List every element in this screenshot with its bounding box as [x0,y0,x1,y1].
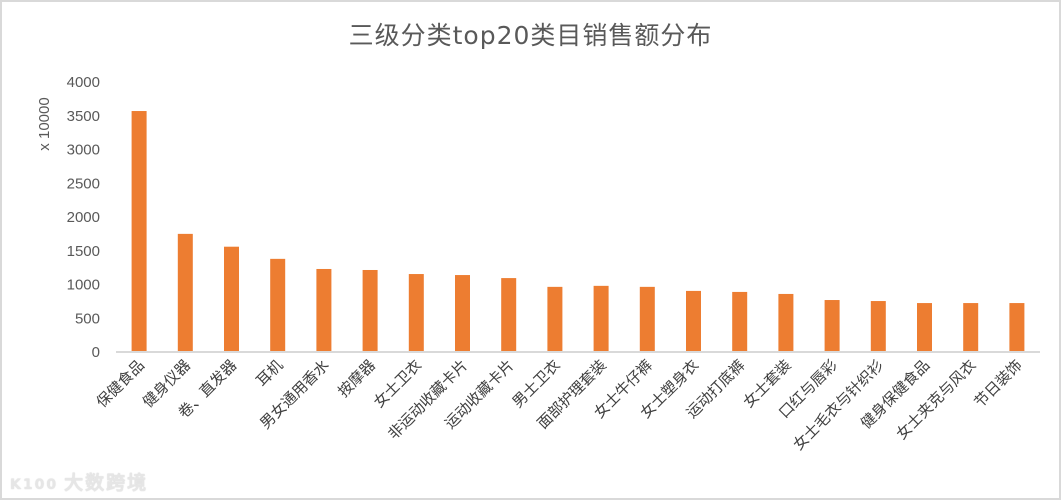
y-tick-label: 3000 [67,142,100,159]
bar [362,269,378,352]
y-axis: 0 500 1000 1500 2000 2500 3000 3500 4000 [67,74,100,361]
x-category-label: 按摩器 [334,356,379,401]
bar [408,274,424,352]
bar [963,303,979,352]
bar [270,258,286,352]
chart-title: 三级分类top20类目销售额分布 [348,21,713,50]
x-category-label: 耳机 [253,356,287,390]
y-tick-label: 3500 [67,108,100,125]
y-tick-label: 4000 [67,74,100,91]
bar [1009,303,1025,352]
bar [177,233,193,352]
y-tick-label: 2000 [67,209,100,226]
y-tick-label: 0 [92,344,100,361]
x-category-label: 女士夹克与风衣 [893,356,980,443]
bar [732,291,748,352]
bar [455,275,470,352]
bar [501,278,517,352]
x-category-label: 节日装饰 [971,356,1026,411]
y-tick-label: 500 [75,310,100,327]
bar [593,285,609,352]
x-category-label: 保健食品 [93,356,148,411]
x-category-label: 非运动收藏卡片 [384,356,471,443]
y-axis-title: x 10000 [36,97,53,150]
bar [131,111,147,353]
bar [316,268,332,352]
bar [224,246,239,352]
y-tick-label: 1000 [67,277,100,294]
bar [870,301,886,352]
bar [778,293,794,352]
bar [917,303,932,352]
watermark: K100 大数跨境 [10,468,148,495]
bar-series [131,111,1025,353]
watermark-logo-icon: K100 [10,477,59,493]
bar [547,286,563,352]
y-tick-label: 2500 [67,175,100,192]
y-tick-label: 1500 [67,243,100,260]
watermark-text: 大数跨境 [64,472,149,494]
bar [639,286,655,352]
bar [686,290,701,352]
bar [824,300,840,352]
